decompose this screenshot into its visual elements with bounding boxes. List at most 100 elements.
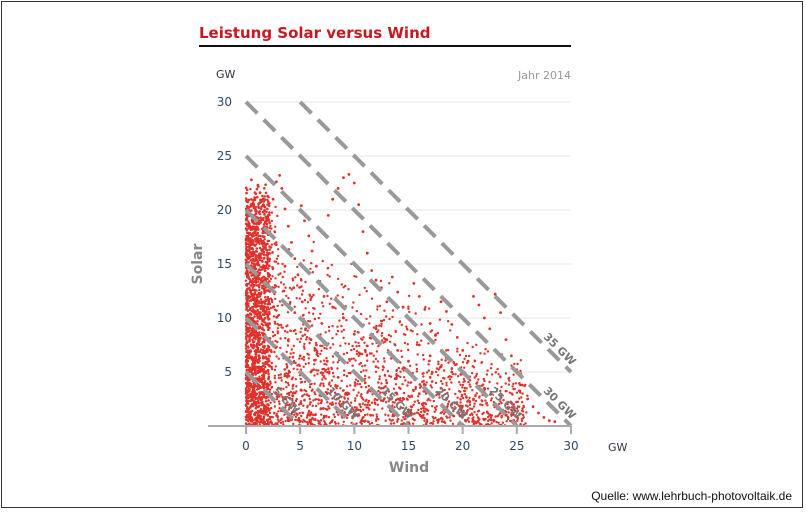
data-point	[254, 353, 258, 356]
data-point	[263, 386, 266, 389]
data-point	[291, 277, 294, 280]
data-point	[445, 398, 448, 401]
data-point	[441, 394, 444, 398]
data-point	[307, 411, 310, 414]
data-point	[317, 354, 320, 358]
data-point	[409, 408, 413, 412]
data-point	[303, 342, 306, 346]
data-point	[249, 350, 253, 353]
data-point	[415, 363, 418, 366]
data-point	[319, 352, 322, 356]
data-point	[335, 333, 338, 336]
data-point	[259, 216, 263, 219]
data-point	[254, 277, 258, 281]
data-point	[307, 353, 310, 356]
data-point	[365, 251, 369, 255]
data-point	[440, 358, 443, 361]
data-point	[454, 373, 457, 376]
data-point	[276, 418, 280, 421]
data-point	[248, 239, 251, 243]
data-point	[265, 395, 269, 399]
data-point	[274, 260, 278, 264]
data-point	[518, 397, 521, 400]
data-point	[367, 401, 370, 404]
data-point	[246, 385, 249, 388]
data-point	[259, 401, 263, 405]
data-point	[257, 216, 260, 220]
data-point	[311, 271, 314, 274]
data-point	[264, 404, 267, 408]
data-point	[318, 420, 321, 423]
data-point	[326, 266, 330, 270]
data-point	[427, 363, 430, 366]
data-point	[384, 392, 387, 395]
data-point	[274, 422, 277, 425]
data-point	[324, 377, 327, 380]
data-point	[253, 279, 257, 283]
data-point	[374, 327, 378, 331]
data-point	[412, 403, 415, 406]
data-point	[254, 250, 258, 253]
data-point	[254, 403, 258, 406]
data-point	[263, 410, 267, 414]
data-point	[490, 373, 494, 376]
data-point	[284, 286, 287, 289]
data-point	[416, 399, 420, 402]
data-point	[520, 383, 524, 387]
data-point	[318, 384, 322, 387]
data-point	[462, 377, 466, 381]
data-point	[288, 286, 292, 290]
data-point	[302, 358, 306, 361]
data-point	[537, 411, 540, 415]
data-point	[246, 393, 250, 397]
data-point	[309, 413, 313, 416]
data-point	[355, 309, 358, 313]
data-point	[314, 413, 317, 417]
data-point	[279, 421, 283, 425]
data-point	[260, 322, 263, 325]
data-point	[262, 418, 265, 421]
data-point	[254, 267, 257, 271]
data-point	[434, 416, 437, 419]
data-point	[249, 243, 253, 247]
data-point	[356, 380, 360, 383]
data-point	[516, 419, 519, 422]
data-point	[268, 411, 272, 415]
data-point	[391, 309, 395, 312]
data-point	[511, 385, 514, 388]
data-point	[326, 294, 329, 298]
data-point	[403, 341, 407, 345]
data-point	[363, 403, 367, 406]
data-point	[306, 423, 309, 426]
data-point	[252, 333, 255, 337]
data-point	[244, 227, 248, 230]
data-point	[250, 355, 254, 359]
data-point	[455, 363, 458, 366]
data-point	[246, 365, 250, 369]
data-point	[268, 211, 271, 214]
data-point	[310, 249, 314, 253]
data-point	[354, 359, 357, 362]
data-point	[336, 329, 340, 333]
data-point	[245, 397, 248, 401]
data-point	[298, 403, 301, 406]
data-point	[499, 375, 502, 378]
data-point	[458, 353, 462, 357]
data-point	[269, 224, 272, 228]
data-point	[362, 398, 365, 401]
data-point	[406, 410, 410, 414]
data-point	[434, 333, 437, 336]
data-point	[480, 384, 484, 387]
data-point	[298, 340, 302, 344]
data-point	[267, 408, 271, 411]
data-point	[273, 412, 276, 415]
data-point	[259, 315, 263, 318]
data-point	[290, 288, 293, 291]
data-point	[502, 398, 505, 402]
data-point	[426, 409, 430, 412]
data-point	[486, 369, 489, 372]
data-point	[303, 420, 307, 423]
data-point	[281, 290, 284, 293]
data-point	[247, 399, 250, 403]
data-point	[381, 407, 384, 410]
